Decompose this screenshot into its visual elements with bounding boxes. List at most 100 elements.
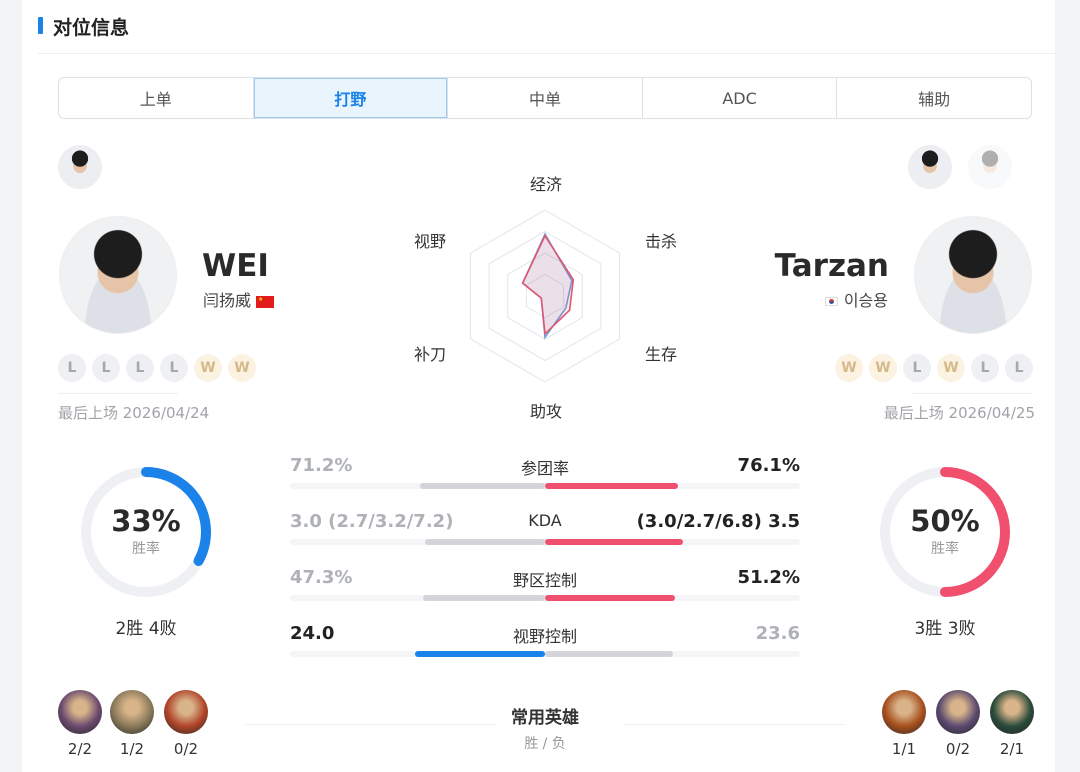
radar-grid [488,230,602,362]
tab-top[interactable]: 上单 [59,78,254,118]
stat-left-value: 3.0 (2.7/3.2/7.2) [290,511,454,532]
stat-bar-right [545,483,678,489]
champion-1-icon[interactable] [58,690,102,734]
left-real-name: 闫扬威 [203,291,252,310]
stat-bar-right [545,539,683,545]
radar-label: 生存 [644,345,678,364]
stat-bar-right [545,595,676,601]
tab-jungle[interactable]: 打野 [253,78,449,118]
stat-left-value: 71.2% [290,455,353,476]
champion-record: 2/1 [999,740,1025,758]
tab-support[interactable]: 辅助 [918,90,951,109]
left-player-name: WEI [202,248,269,284]
stat-label: 视野控制 [512,627,578,646]
radar-label: 经济 [529,175,563,194]
champion-3-icon[interactable] [164,690,208,734]
stat-label: 参团率 [520,459,570,478]
right-player-avatar [914,216,1032,334]
radar-chart [470,209,620,383]
player-switch-avatar[interactable] [58,145,102,189]
divider [245,724,495,725]
position-tabs: 上单 打野 中单 ADC 辅助 [58,77,1032,119]
stat-right-value: 51.2% [737,567,800,588]
result-chip: W [228,354,256,382]
champion-2-icon[interactable] [110,690,154,734]
left-record: 2胜 4败 [115,619,177,639]
right-winrate: 50% [910,504,980,538]
stat-left-value: 24.0 [290,623,335,644]
tab-mid[interactable]: 中单 [448,78,643,118]
champion-record: 2/2 [67,740,93,758]
china-flag-icon [256,295,275,308]
champion-5-icon[interactable] [936,690,980,734]
left-player-realname: 闫扬威 [203,287,275,311]
stat-left-value: 47.3% [290,567,353,588]
player-switch-avatar[interactable] [908,145,952,189]
result-chip: L [58,354,86,382]
result-chip: L [903,354,931,382]
right-record: 3胜 3败 [914,619,976,639]
player-switch-avatar[interactable] [968,145,1012,189]
champion-6-icon[interactable] [990,690,1034,734]
stat-bar-track [290,539,800,545]
stat-right-value: 76.1% [737,455,800,476]
korea-flag-icon [824,297,838,306]
right-player-name: Tarzan [774,248,889,284]
result-chip: L [126,354,154,382]
result-chip: L [160,354,188,382]
result-chip: L [971,354,999,382]
result-chip: L [92,354,120,382]
radar-series-right [521,234,575,336]
champion-record: 1/2 [119,740,145,758]
left-winrate: 33% [111,504,181,538]
radar-label: 助攻 [529,402,563,421]
stat-bar-left [414,651,545,657]
champion-record: 0/2 [945,740,971,758]
radar-grid [507,252,583,340]
divider [58,393,178,394]
radar-label: 补刀 [413,345,447,364]
champion-record: 1/1 [891,740,917,758]
result-chip: W [869,354,897,382]
stat-bar-track [290,483,800,489]
stat-label: 野区控制 [512,571,578,590]
champions-subtitle: 胜 / 负 [524,736,566,752]
champion-record: 0/2 [173,740,199,758]
result-chip: W [937,354,965,382]
right-last-played: 最后上场 2026/04/25 [883,404,1035,422]
left-winrate-arc [81,467,211,597]
result-chip: L [1005,354,1033,382]
result-chip: W [835,354,863,382]
section-accent [38,17,43,34]
stat-label: KDA [528,511,562,530]
divider [38,53,1055,54]
right-player-realname: 이승용 [824,287,888,311]
stat-bar-track [290,595,800,601]
left-player-avatar [59,216,177,334]
stat-right-value: (3.0/2.7/6.8) 3.5 [636,511,800,532]
radar-label: 视野 [413,232,447,251]
stat-bar-track [290,651,800,657]
tab-adc[interactable]: ADC [643,78,838,118]
section-title: 对位信息 [53,17,130,39]
left-winrate-donut [81,467,211,597]
stat-bar-left [425,539,545,545]
result-chip: W [194,354,222,382]
champions-title: 常用英雄 [511,708,579,728]
right-winrate-donut [880,467,1010,597]
radar-grid [470,209,620,383]
divider [625,724,845,725]
radar-label: 击杀 [644,232,678,251]
winrate-label: 胜率 [931,541,959,557]
stat-bar-right [545,651,673,657]
stat-right-value: 23.6 [755,623,800,644]
divider [912,393,1032,394]
winrate-label: 胜率 [132,541,160,557]
right-real-name: 이승용 [843,291,888,310]
champion-4-icon[interactable] [882,690,926,734]
left-last-played: 最后上场 2026/04/24 [58,404,210,422]
right-winrate-arc [880,467,1010,597]
